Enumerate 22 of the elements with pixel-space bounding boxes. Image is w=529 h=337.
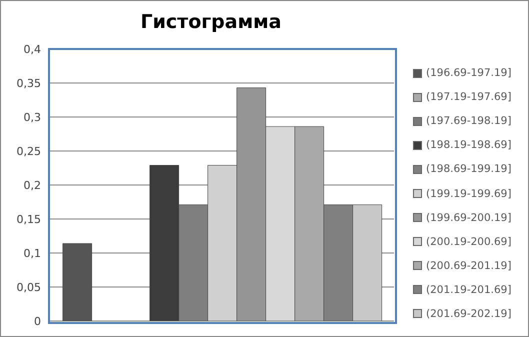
legend-label: (198.69-199.19]: [426, 163, 512, 176]
y-tick-label: 0,35: [16, 76, 41, 90]
legend-label: (198.19-198.69]: [426, 139, 512, 152]
y-tick-label: 0,15: [16, 212, 41, 226]
y-tick-label: 0,4: [24, 42, 41, 56]
y-tick-label: 0,1: [24, 246, 41, 260]
legend-label: (197.19-197.69]: [426, 91, 512, 104]
legend-label: (201.19-201.69]: [426, 284, 512, 296]
y-tick-label: 0,25: [16, 144, 41, 158]
y-tick-label: 0: [34, 314, 41, 328]
legend-label: (199.69-200.19]: [426, 212, 512, 224]
legend-label: (196.69-197.19]: [426, 67, 512, 80]
legend-label: (201.69-202.19]: [426, 308, 512, 320]
chart-title: Гистограмма: [140, 11, 282, 33]
legend-label: (200.19-200.69]: [426, 236, 512, 248]
legend-label: (200.69-201.19]: [426, 260, 512, 272]
y-tick-label: 0,05: [16, 280, 41, 294]
bar: [62, 243, 92, 321]
y-tick-label: 0,3: [24, 110, 41, 124]
legend-label: (199.19-199.69]: [426, 188, 512, 200]
y-tick-label: 0,2: [24, 178, 41, 192]
legend-label: (197.69-198.19]: [426, 115, 512, 128]
